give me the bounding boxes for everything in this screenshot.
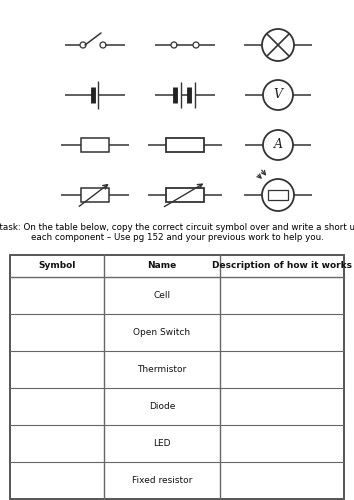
Text: Fixed resistor: Fixed resistor: [132, 476, 192, 485]
Text: Open Switch: Open Switch: [133, 328, 190, 337]
Text: LED: LED: [153, 439, 171, 448]
Text: Cell: Cell: [153, 291, 171, 300]
Circle shape: [262, 179, 294, 211]
Text: Description of how it works: Description of how it works: [212, 262, 352, 270]
Text: Name: Name: [147, 262, 177, 270]
Text: A: A: [274, 138, 282, 151]
Circle shape: [263, 80, 293, 110]
Circle shape: [263, 130, 293, 160]
Text: each component – Use pg 152 and your previous work to help you.: each component – Use pg 152 and your pre…: [31, 233, 323, 242]
Text: Thermistor: Thermistor: [137, 365, 187, 374]
Circle shape: [262, 29, 294, 61]
Text: V: V: [274, 88, 282, 102]
Bar: [166, 188, 204, 202]
Circle shape: [171, 42, 177, 48]
Bar: [81, 138, 109, 152]
Bar: [81, 188, 109, 202]
Bar: [10, 255, 344, 499]
Text: Your task: On the table below, copy the correct circuit symbol over and write a : Your task: On the table below, copy the …: [0, 223, 354, 232]
Text: Diode: Diode: [149, 402, 175, 411]
Circle shape: [100, 42, 106, 48]
Bar: [268, 190, 288, 200]
Text: Symbol: Symbol: [38, 262, 75, 270]
Circle shape: [193, 42, 199, 48]
Circle shape: [80, 42, 86, 48]
Bar: [166, 138, 204, 152]
